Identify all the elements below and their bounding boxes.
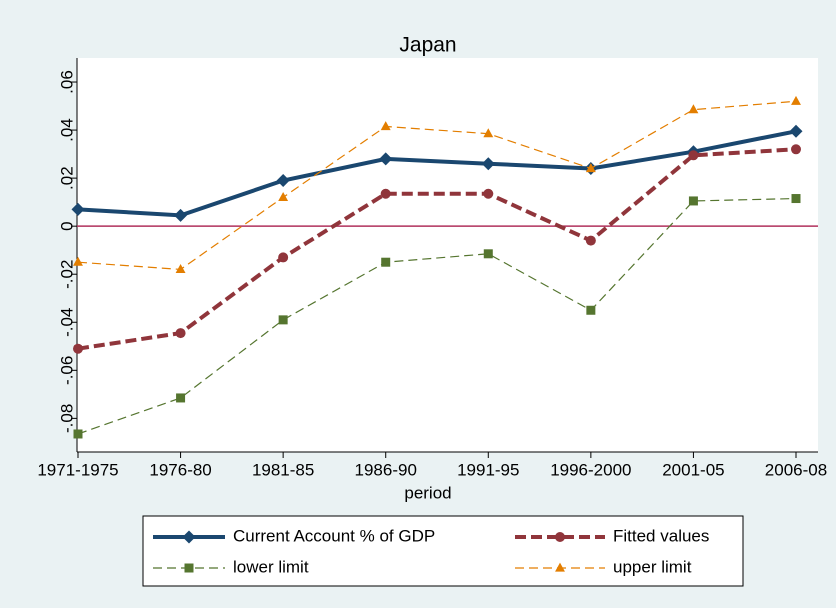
chart-title: Japan bbox=[399, 34, 456, 57]
x-tick-label: 1991-95 bbox=[457, 460, 519, 479]
point bbox=[483, 249, 493, 259]
x-tick-label: 1981-85 bbox=[252, 460, 314, 479]
series-line bbox=[77, 197, 797, 435]
point bbox=[380, 188, 391, 199]
x-tick-label: 1976-80 bbox=[149, 460, 211, 479]
legend bbox=[142, 515, 744, 587]
point bbox=[73, 256, 83, 266]
y-tick-label: .06 bbox=[57, 70, 76, 94]
legend-label: lower limit bbox=[233, 557, 309, 576]
y-tick-label: .02 bbox=[57, 166, 76, 190]
legend-marker bbox=[182, 530, 196, 544]
point bbox=[688, 150, 699, 161]
point bbox=[481, 157, 495, 171]
point bbox=[379, 152, 393, 166]
x-tick-label: 2006-08 bbox=[765, 460, 827, 479]
x-tick-label: 1971-1975 bbox=[37, 460, 118, 479]
y-tick-label: -.04 bbox=[57, 308, 76, 337]
point bbox=[176, 393, 186, 403]
x-tick-label: 1986-90 bbox=[355, 460, 417, 479]
x-tick-label: 2001-05 bbox=[662, 460, 724, 479]
y-tick-label: -.02 bbox=[57, 260, 76, 289]
y-tick-label: 0 bbox=[57, 221, 76, 230]
point bbox=[483, 188, 494, 199]
series-line bbox=[77, 129, 797, 218]
legend-label: Current Account % of GDP bbox=[233, 526, 435, 545]
point bbox=[791, 144, 801, 155]
point bbox=[278, 252, 289, 263]
x-axis-label: period bbox=[404, 483, 451, 502]
point bbox=[585, 163, 596, 173]
point bbox=[381, 257, 391, 267]
x-tick-label: 1996-2000 bbox=[550, 460, 631, 479]
point bbox=[278, 315, 288, 325]
point bbox=[791, 95, 801, 105]
series-line bbox=[77, 147, 797, 351]
y-tick-label: -.06 bbox=[57, 356, 76, 385]
point bbox=[175, 264, 186, 274]
point bbox=[688, 104, 699, 114]
legend-marker bbox=[184, 563, 194, 573]
series-line bbox=[77, 100, 797, 271]
point bbox=[688, 196, 698, 206]
point bbox=[276, 174, 290, 188]
point bbox=[483, 128, 494, 138]
point bbox=[585, 235, 596, 246]
y-tick-label: -.08 bbox=[57, 404, 76, 433]
point bbox=[789, 124, 803, 138]
legend-marker bbox=[555, 562, 565, 572]
point bbox=[586, 305, 596, 315]
point bbox=[278, 191, 289, 201]
point bbox=[73, 343, 83, 354]
point bbox=[791, 194, 801, 204]
point bbox=[174, 208, 188, 222]
legend-label: Fitted values bbox=[613, 526, 709, 545]
point bbox=[380, 121, 391, 131]
point bbox=[175, 328, 186, 339]
y-tick-label: .04 bbox=[57, 118, 76, 142]
legend-marker bbox=[555, 532, 565, 542]
point bbox=[73, 429, 83, 439]
legend-label: upper limit bbox=[613, 557, 692, 576]
point bbox=[71, 202, 85, 216]
